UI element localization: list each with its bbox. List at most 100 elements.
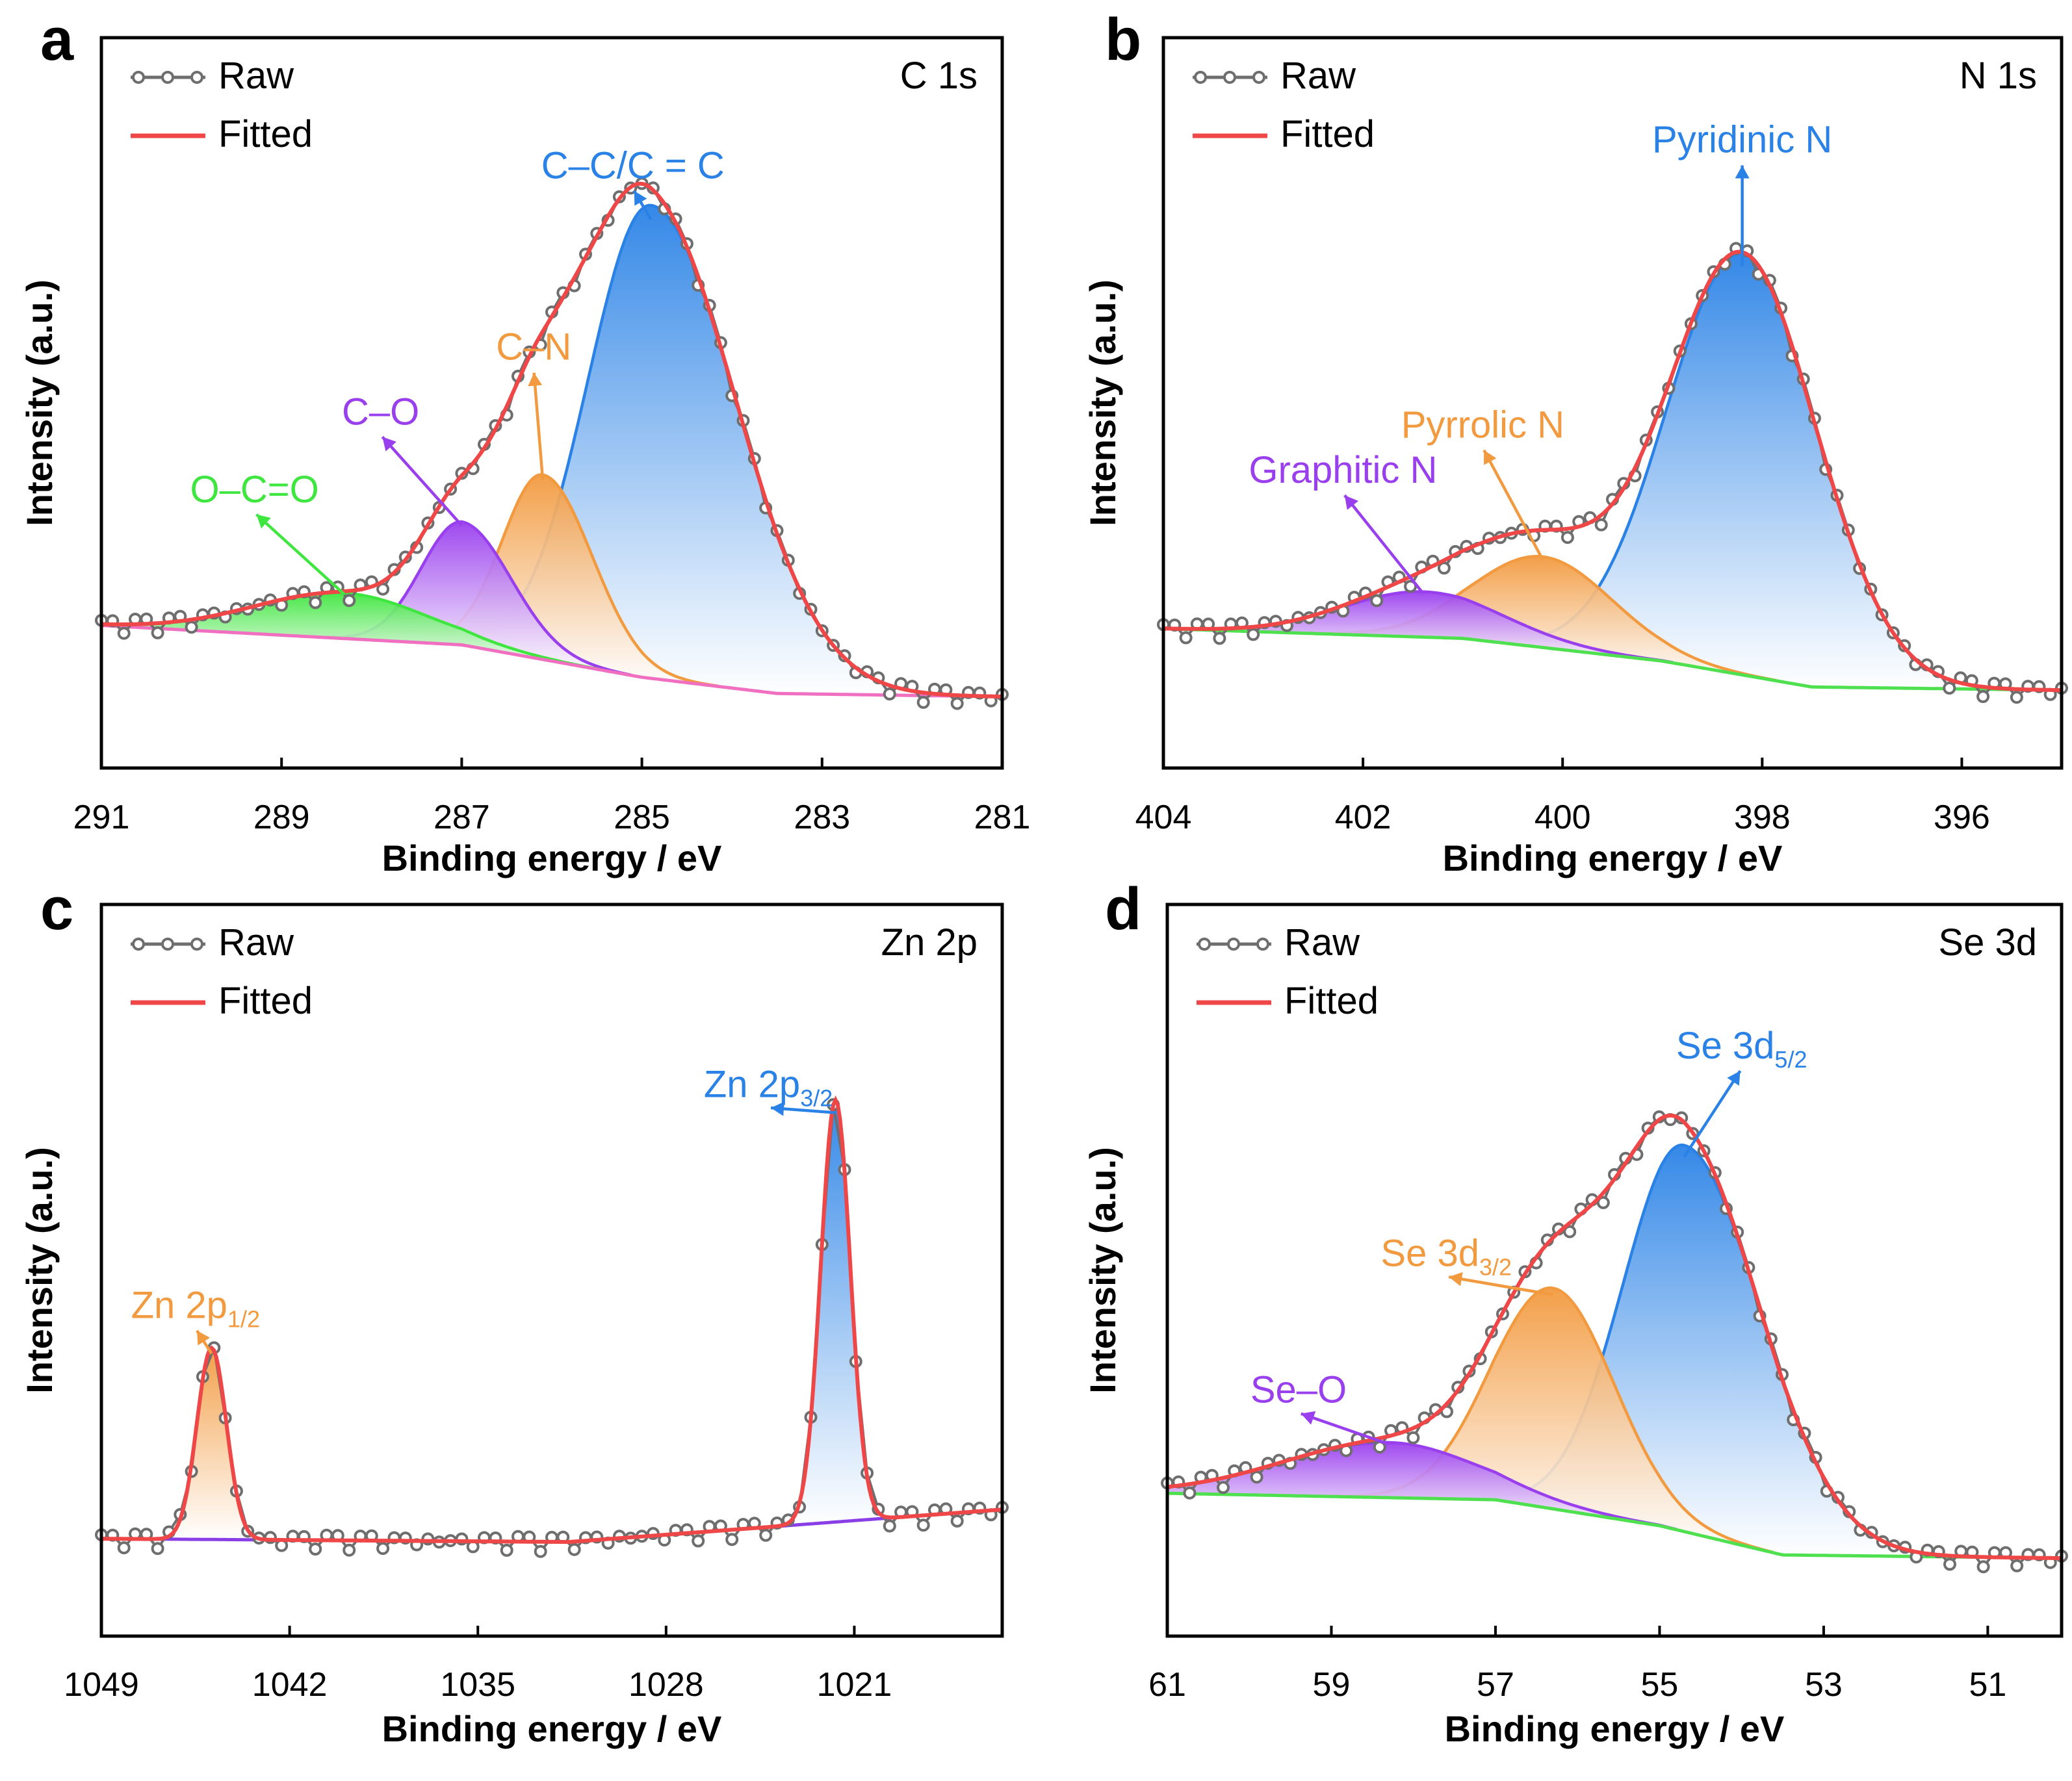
legend-fitted-label: Fitted bbox=[1284, 980, 1379, 1022]
x-tick-label: 398 bbox=[1734, 799, 1791, 836]
raw-point bbox=[309, 1543, 322, 1556]
raw-point bbox=[376, 1542, 390, 1556]
legend: Raw Fitted bbox=[1193, 55, 1375, 155]
y-axis-title: Intensity (a.u.) bbox=[19, 1147, 60, 1394]
raw-point bbox=[1437, 561, 1451, 575]
plot-frame bbox=[99, 903, 1004, 1638]
fitted-line bbox=[1167, 1113, 2062, 1561]
raw-point bbox=[376, 582, 390, 596]
raw-point bbox=[1183, 1486, 1197, 1500]
raw-point bbox=[1213, 632, 1226, 645]
annotation-arrow-shaft bbox=[1301, 1412, 1390, 1446]
peak-label: Se 3d5/2 bbox=[1676, 1025, 1807, 1073]
x-tick-label: 61 bbox=[1148, 1666, 1186, 1704]
raw-point bbox=[1563, 1225, 1577, 1238]
x-tick-label: 402 bbox=[1335, 799, 1392, 836]
x-tick-label: 287 bbox=[434, 799, 490, 836]
raw-point bbox=[2010, 1559, 2024, 1572]
panel-letter: a bbox=[40, 6, 74, 73]
annotation-arrow-head bbox=[1484, 450, 1497, 465]
panel-letter: c bbox=[40, 876, 73, 942]
peak-annotation: Zn 2p1/2 bbox=[131, 1284, 260, 1355]
raw-point bbox=[1370, 594, 1384, 608]
fitted-line bbox=[101, 1095, 1003, 1544]
peak-label: Pyrrolic N bbox=[1401, 404, 1564, 446]
x-tick-label: 289 bbox=[253, 799, 310, 836]
peak-annotation: C–C/C = C bbox=[541, 144, 725, 220]
raw-point bbox=[883, 687, 896, 700]
raw-point bbox=[950, 697, 964, 710]
peak-label: C–N bbox=[496, 326, 571, 368]
legend-raw-marker bbox=[1256, 938, 1269, 951]
raw-point bbox=[117, 626, 131, 640]
element-label: Se 3d bbox=[1938, 921, 2037, 964]
raw-point bbox=[567, 1543, 581, 1556]
raw-point bbox=[692, 1534, 705, 1548]
legend-raw-marker bbox=[1227, 938, 1240, 951]
peak-annotation: Pyridinic N bbox=[1652, 119, 1832, 266]
annotation-arrow-shaft bbox=[255, 513, 346, 596]
peak-label: C–C/C = C bbox=[541, 144, 725, 186]
y-axis-title: Intensity (a.u.) bbox=[1082, 1147, 1123, 1394]
plot-frame bbox=[99, 36, 1004, 770]
peak-fill-Graphitic N bbox=[1172, 591, 1674, 663]
legend: Raw Fitted bbox=[131, 55, 313, 155]
peak-fill-Pyrrolic N bbox=[1309, 556, 1777, 681]
raw-point bbox=[1596, 1196, 1610, 1209]
annotation-arrow-head bbox=[1344, 495, 1358, 510]
peak-fill-Zn 2p3/2 bbox=[781, 1100, 890, 1526]
panel-c: 1049 1042 1035 1028 1021 Binding energy / eV I… bbox=[19, 876, 1009, 1749]
x-tick-label: 59 bbox=[1313, 1666, 1351, 1704]
raw-point bbox=[1404, 580, 1418, 593]
raw-point bbox=[534, 1544, 547, 1558]
peak-label: Pyridinic N bbox=[1652, 119, 1832, 161]
x-tick-label: 283 bbox=[794, 799, 850, 836]
legend-raw-marker bbox=[1198, 938, 1211, 951]
panel-letter: d bbox=[1105, 876, 1141, 942]
fitted-line bbox=[101, 181, 1003, 699]
annotation-arrow-head bbox=[771, 1101, 784, 1116]
peak-fill-O–C=O bbox=[101, 593, 599, 670]
raw-point bbox=[151, 1542, 164, 1556]
x-tick-label: 55 bbox=[1641, 1666, 1679, 1704]
raw-point bbox=[916, 695, 930, 709]
element-label: Zn 2p bbox=[881, 921, 978, 964]
annotation-arrow-shaft bbox=[1483, 449, 1544, 561]
raw-point bbox=[1943, 1557, 1956, 1571]
fitted-line bbox=[1163, 250, 2062, 693]
raw-point bbox=[1976, 690, 1990, 703]
raw-point bbox=[1247, 628, 1260, 641]
peak-annotation: Pyrrolic N bbox=[1401, 404, 1564, 561]
x-tick-label: 396 bbox=[1934, 799, 1990, 836]
y-axis-title: Intensity (a.u.) bbox=[1082, 279, 1123, 526]
legend-raw-label: Raw bbox=[1280, 55, 1356, 97]
raw-point bbox=[1217, 1481, 1230, 1494]
raw-point bbox=[1594, 518, 1608, 532]
raw-point bbox=[1560, 531, 1574, 545]
peak-annotation: Zn 2p3/2 bbox=[704, 1064, 836, 1116]
x-tick-label: 51 bbox=[1969, 1666, 2006, 1704]
raw-point bbox=[759, 1528, 773, 1542]
legend-fitted-label: Fitted bbox=[218, 113, 313, 155]
legend-raw-label: Raw bbox=[218, 55, 294, 97]
peak-label: Zn 2p1/2 bbox=[131, 1284, 260, 1332]
panel-a: 291 289 287 285 283 281 Binding energy / eV Int… bbox=[19, 6, 1030, 878]
raw-point bbox=[1943, 682, 1956, 695]
raw-point bbox=[500, 1543, 513, 1557]
annotation-arrow-shaft bbox=[532, 372, 545, 481]
panel-b: 404 402 400 398 396 Binding energy / eV Intens… bbox=[1082, 6, 2068, 878]
plot-frame bbox=[1161, 36, 2064, 770]
raw-point bbox=[1976, 1560, 1990, 1574]
raw-point bbox=[950, 1514, 964, 1528]
legend-raw-marker bbox=[1252, 71, 1265, 84]
x-tick-label: 404 bbox=[1135, 799, 1192, 836]
peak-annotation: Se 3d5/2 bbox=[1676, 1025, 1807, 1158]
raw-point bbox=[1250, 1470, 1263, 1484]
annotation-arrow-shaft bbox=[381, 435, 463, 527]
raw-point bbox=[343, 1543, 356, 1557]
legend-raw-marker bbox=[1223, 71, 1236, 84]
panels: 291 289 287 285 283 281 Binding energy / eV Int… bbox=[19, 6, 2068, 1749]
raw-point bbox=[309, 596, 322, 609]
annotation-arrow-shaft bbox=[1683, 1070, 1742, 1158]
raw-point bbox=[1406, 1431, 1420, 1444]
